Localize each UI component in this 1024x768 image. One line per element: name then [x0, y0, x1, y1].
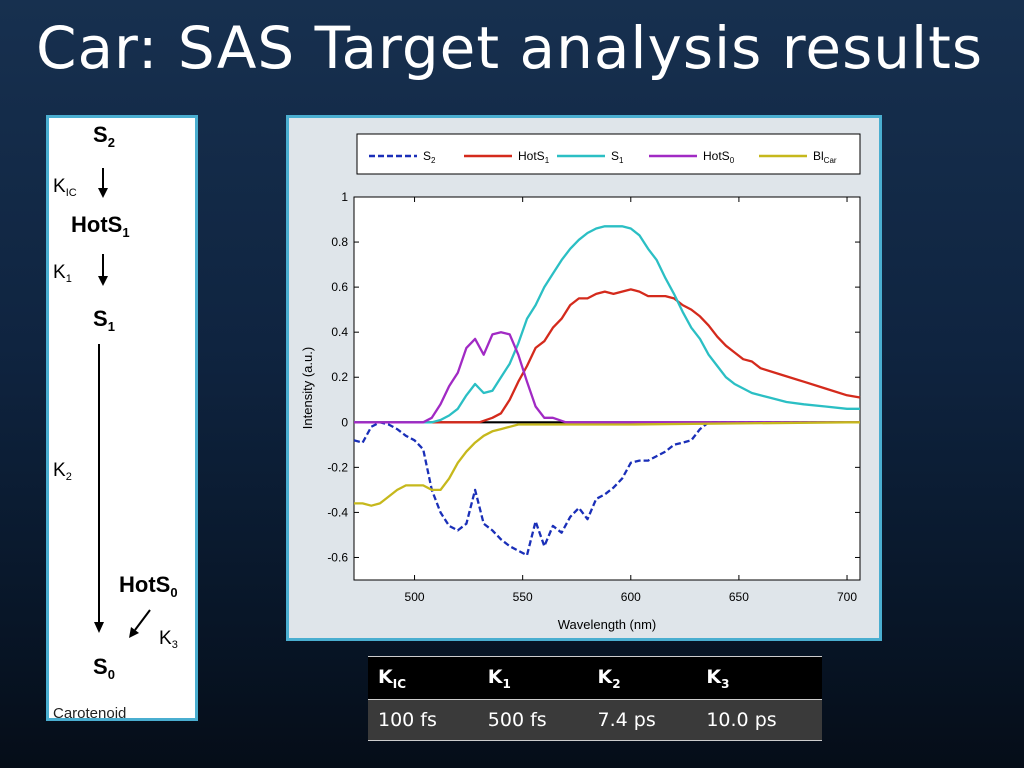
state-s1: S1 — [93, 306, 115, 334]
arrow-k3 — [129, 609, 151, 638]
rate-kic-label: KIC — [53, 176, 77, 199]
header-k2: K2 — [587, 656, 697, 700]
y-tick-label: -0.4 — [327, 505, 348, 519]
value-k1: 500 fs — [477, 699, 588, 741]
y-tick-label: 0.2 — [331, 370, 348, 384]
y-tick-label: 0 — [341, 415, 348, 429]
y-tick-label: -0.6 — [327, 550, 348, 564]
header-kic: KIC — [368, 656, 478, 700]
table-header-row: KIC K1 K2 K3 — [368, 656, 822, 700]
arrow-kic — [98, 168, 108, 198]
value-kic: 100 fs — [368, 699, 478, 741]
arrow-k1 — [98, 254, 108, 286]
legend-entry: HotS1 — [518, 149, 550, 165]
state-hots0: HotS0 — [119, 572, 178, 600]
rate-k1-label: K1 — [53, 262, 72, 285]
legend-box — [356, 133, 861, 175]
legend-entry: S2 — [423, 149, 436, 165]
chart-legend: S2 HotS1 S1 HotS0 BlCar — [356, 133, 861, 175]
value-k3: 10.0 ps — [696, 699, 822, 741]
plot-area — [353, 196, 861, 581]
rate-k2-label: K2 — [53, 460, 72, 483]
scheme-caption: Carotenoid — [53, 705, 126, 722]
table-row: 100 fs 500 fs 7.4 ps 10.0 ps — [368, 699, 822, 741]
y-tick-label: 1 — [341, 190, 348, 204]
legend-entry: S1 — [611, 149, 624, 165]
x-tick-label: 700 — [837, 590, 857, 604]
state-s0: S0 — [93, 654, 115, 682]
legend-entry: BlCar — [813, 149, 837, 165]
series-group — [353, 225, 861, 557]
series-line-hots1 — [354, 288, 861, 424]
state-hots1: HotS1 — [71, 212, 130, 240]
y-tick-label: -0.2 — [327, 460, 348, 474]
header-k1: K1 — [477, 656, 588, 700]
arrow-k2 — [94, 344, 104, 633]
rate-constants-table: KIC K1 K2 K3 100 fs 500 fs 7.4 ps 10.0 p… — [368, 656, 822, 741]
x-tick-label: 650 — [729, 590, 749, 604]
y-axis-label: Intensity (a.u.) — [300, 347, 315, 429]
x-axis-label: Wavelength (nm) — [558, 617, 657, 632]
value-k2: 7.4 ps — [587, 699, 697, 741]
y-tick-label: 0.4 — [331, 325, 348, 339]
kinetic-scheme-diagram: S2 HotS1 S1 HotS0 S0 KIC K1 K2 K3 Carote… — [53, 122, 178, 722]
x-tick-label: 550 — [513, 590, 533, 604]
series-line-s2 — [353, 421, 860, 557]
legend-entry: HotS0 — [703, 149, 735, 165]
header-k3: K3 — [696, 656, 822, 700]
kinetic-scheme-panel: S2 HotS1 S1 HotS0 S0 KIC K1 K2 K3 Carote… — [46, 115, 198, 722]
series-line-hots0 — [354, 331, 860, 424]
y-tick-label: 0.6 — [331, 280, 348, 294]
y-tick-label: 0.8 — [331, 235, 348, 249]
sas-chart-panel: S2 HotS1 S1 HotS0 BlCar 500 550 600 650 700 -0.6 -… — [286, 115, 882, 641]
x-tick-label: 500 — [405, 590, 425, 604]
sas-chart: S2 HotS1 S1 HotS0 BlCar 500 550 600 650 700 -0.6 -… — [300, 133, 861, 632]
series-line-blcar — [354, 421, 860, 507]
series-line-s1 — [354, 225, 860, 424]
slide-title: Car: SAS Target analysis results — [36, 14, 984, 82]
state-s2: S2 — [93, 122, 115, 150]
rate-k3-label: K3 — [159, 628, 178, 651]
x-tick-label: 600 — [621, 590, 641, 604]
